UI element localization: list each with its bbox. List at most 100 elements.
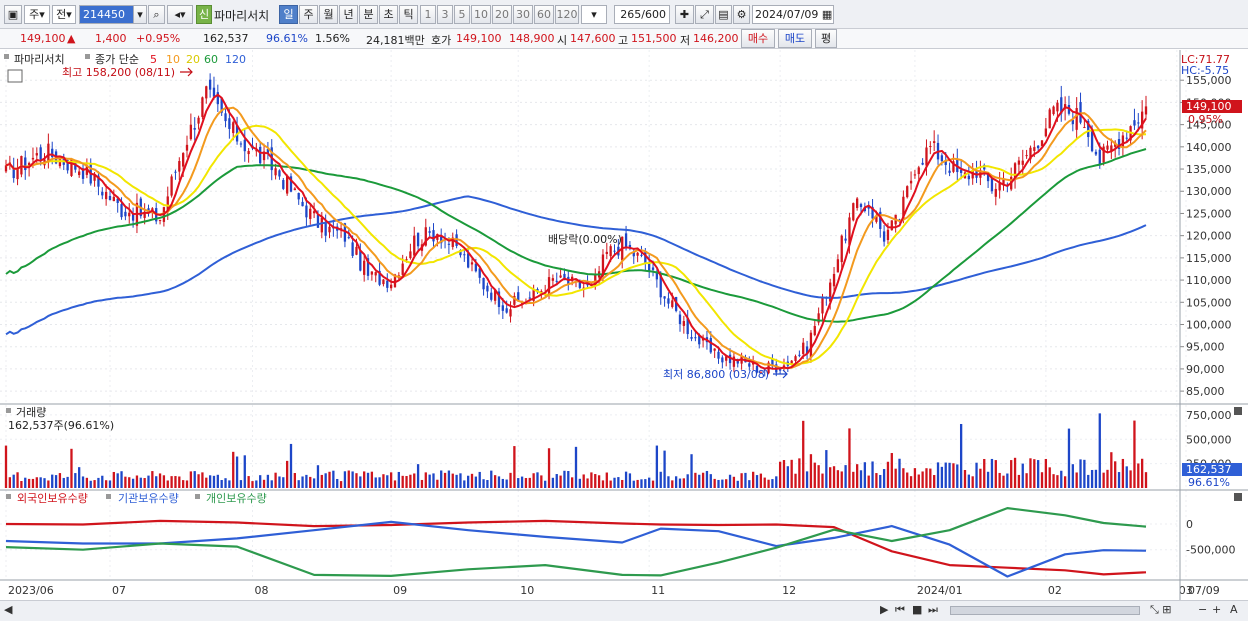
volume-bar [736, 480, 739, 488]
zoom-in-icon[interactable]: + [1212, 603, 1222, 616]
legend-ma60: 60 [204, 53, 218, 66]
price-tick-label: 135,000 [1186, 163, 1232, 176]
volume-bar [420, 479, 424, 488]
mode-select[interactable]: 전▾ [52, 5, 76, 24]
period-tick-button[interactable]: 틱 [399, 5, 418, 24]
volume-bar [1063, 476, 1067, 488]
holder-panel-close-icon[interactable] [1234, 493, 1242, 501]
interval-20-button[interactable]: 20 [492, 5, 512, 24]
buy-button[interactable]: 매수 [741, 29, 775, 48]
time-tick-label: 07 [112, 584, 126, 597]
candle-body [836, 259, 840, 273]
first-page-icon[interactable]: ⏮ [895, 603, 905, 616]
candle-body [682, 321, 685, 326]
period-day-button[interactable]: 일 [279, 5, 298, 24]
stock-chart[interactable]: 85,000 90,000 95,000 100,000 105,000 110,000 1… [0, 50, 1248, 600]
interval-30-button[interactable]: 30 [513, 5, 533, 24]
volume-bar [940, 466, 944, 488]
candle-body [243, 139, 246, 152]
candle-body [208, 79, 212, 90]
volume-bar [316, 465, 320, 488]
volume-bar [447, 470, 451, 488]
stock-code-input[interactable]: 214450 [79, 5, 137, 24]
candle-body [16, 169, 19, 180]
candle-body [875, 216, 878, 222]
candle-body [78, 171, 81, 176]
candle-body [929, 145, 932, 147]
volume-bar [1137, 463, 1140, 488]
price-tick-label: 155,000 [1186, 74, 1232, 87]
volume-bar [51, 474, 54, 488]
volume-bar [898, 458, 901, 488]
stop-icon[interactable]: ■ [912, 603, 923, 616]
scroll-track[interactable] [950, 606, 1140, 615]
candle-body [802, 342, 805, 354]
volume-panel-close-icon[interactable] [1234, 407, 1242, 415]
scroll-right-icon[interactable]: ▶ [880, 603, 889, 616]
volume-bar [155, 476, 158, 488]
volume-bar [239, 480, 243, 488]
interval-1-label: 1 [424, 8, 432, 21]
sound-icon[interactable]: ◂▾ [167, 5, 193, 24]
draw-tool-icon[interactable]: ⤢ [695, 5, 714, 24]
flat-button[interactable]: 평 [815, 29, 837, 48]
scroll-left-icon[interactable]: ◀ [4, 603, 13, 616]
gear-icon[interactable]: ⚙ [733, 5, 750, 24]
volume-bar [609, 480, 612, 488]
auto-scale-icon[interactable]: A [1230, 603, 1238, 616]
zoom-out-icon[interactable]: − [1198, 603, 1208, 616]
count-input[interactable]: 265/600 [614, 5, 670, 24]
ask-price: 149,100 [456, 32, 502, 45]
code-dropdown-icon[interactable]: ▾ [133, 5, 147, 24]
interval-select[interactable]: ▾ [581, 5, 607, 24]
candle-body [821, 296, 824, 314]
interval-5-button[interactable]: 5 [454, 5, 470, 24]
date-input[interactable]: 2024/07/09 ▦ [752, 5, 834, 24]
period-week-button[interactable]: 주 [299, 5, 318, 24]
volume-bar [247, 476, 250, 488]
volume-ratio: 96.61% [266, 32, 308, 45]
table-toggle-icon[interactable] [7, 69, 23, 83]
save-icon[interactable]: ▤ [715, 5, 732, 24]
volume-bar [440, 470, 443, 488]
volume-bar [752, 471, 755, 488]
candle-body [674, 297, 678, 311]
interval-3-button[interactable]: 3 [437, 5, 453, 24]
volume-bar [182, 480, 185, 488]
volume-bar [120, 471, 123, 488]
interval-120-button[interactable]: 120 [555, 5, 579, 24]
volume-bar [147, 475, 150, 488]
max-price-annotation: 최고 158,200 (08/11) [62, 66, 175, 79]
volume-bar [1029, 458, 1032, 488]
time-tick-label: 08 [254, 584, 268, 597]
sell-button[interactable]: 매도 [778, 29, 812, 48]
volume-bar [528, 477, 531, 488]
volume-bar [640, 479, 643, 488]
interval-60-button[interactable]: 60 [534, 5, 554, 24]
price-change-pct: +0.95% [136, 32, 181, 45]
volume-bar [389, 472, 393, 488]
layout-icon[interactable]: ▣ [4, 5, 22, 24]
mode-select-label: 전 [56, 8, 67, 21]
min-price-annotation: 최저 86,800 (03/08) [663, 368, 769, 381]
period-year-button[interactable]: 년 [339, 5, 358, 24]
volume-bar [728, 474, 732, 488]
crosshair-icon[interactable]: ✚ [675, 5, 694, 24]
interval-1-button[interactable]: 1 [420, 5, 436, 24]
zoom-tools-icon[interactable]: ⤡ ⊞ [1150, 603, 1172, 616]
candle-body [440, 236, 443, 244]
interval-10-button[interactable]: 10 [471, 5, 491, 24]
count-max: /600 [641, 8, 666, 21]
moving-average-lines [5, 93, 1147, 370]
period-minute-button[interactable]: 분 [359, 5, 378, 24]
volume-bar [416, 464, 420, 488]
period-month-button[interactable]: 월 [319, 5, 338, 24]
bottom-scrollbar[interactable]: ◀ ▶ ⏮ ■ ⏭ ⤡ ⊞ − + A [0, 600, 1248, 621]
period-second-button[interactable]: 초 [379, 5, 398, 24]
candle-body [455, 234, 458, 246]
last-page-icon[interactable]: ⏭ [928, 603, 938, 616]
candle-body [867, 206, 870, 209]
search-icon[interactable]: ⌕ [148, 5, 165, 24]
market-select[interactable]: 주▾ [24, 5, 50, 24]
candle-body [447, 243, 451, 245]
